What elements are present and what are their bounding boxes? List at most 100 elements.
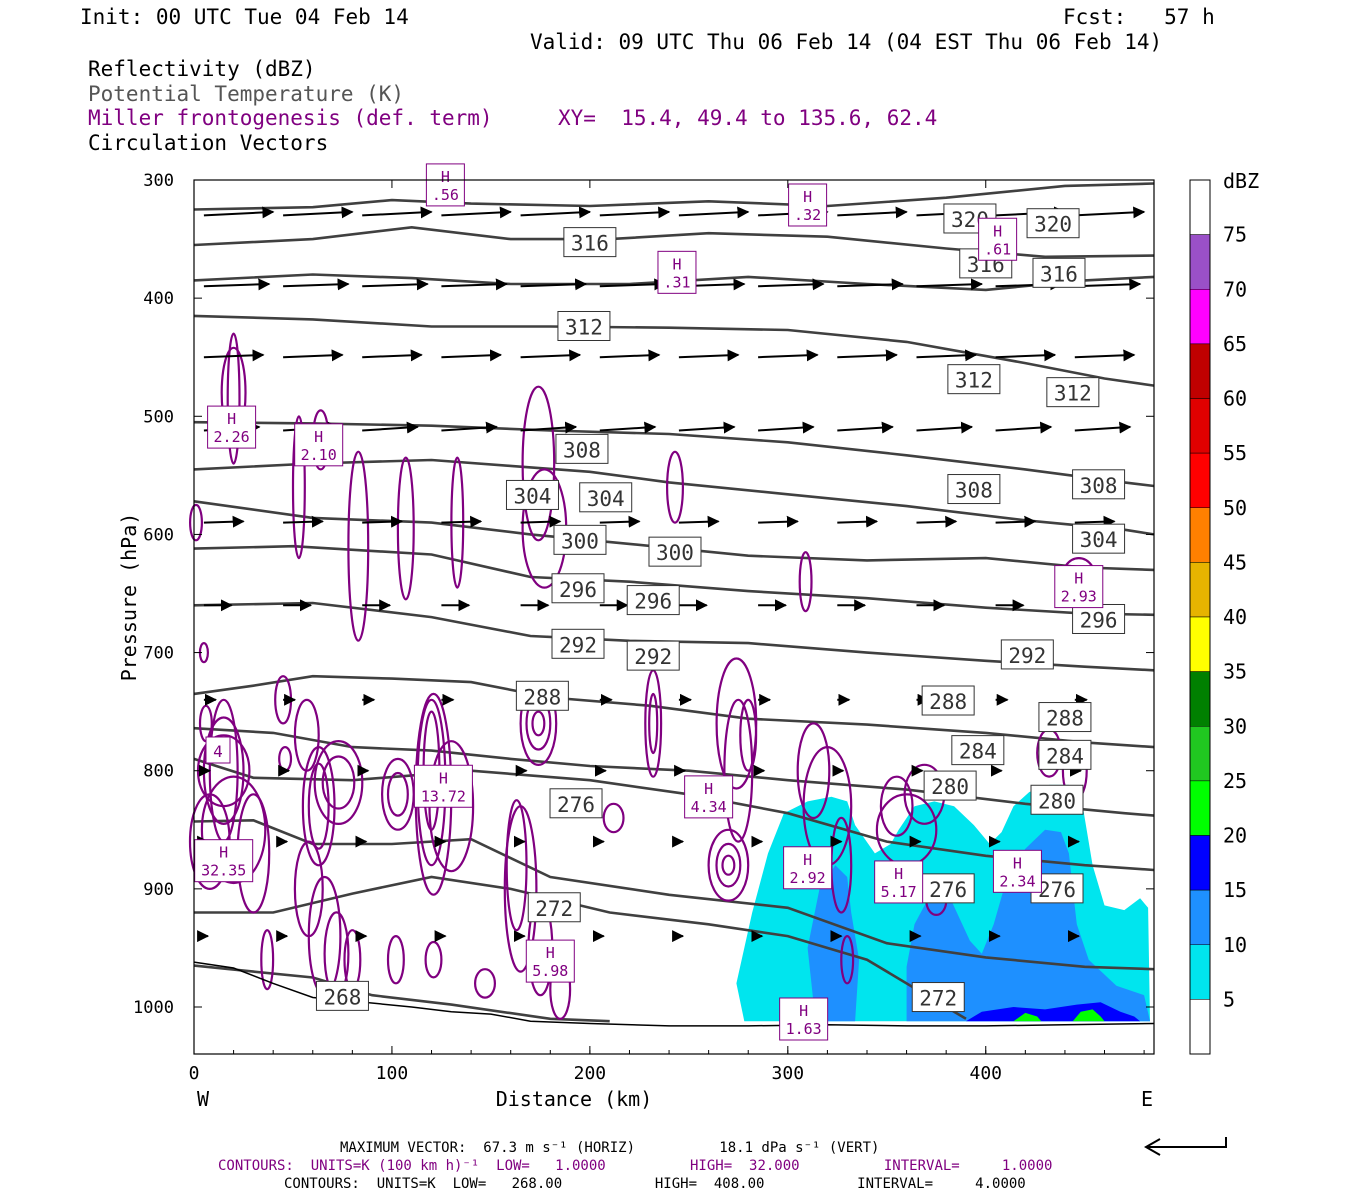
circulation-vector-52: [520, 515, 562, 528]
frontogenesis-max-box: [525, 939, 575, 983]
frontogenesis-max-value: 4.34: [691, 798, 727, 816]
isentrope-label-box: [551, 628, 605, 659]
isentrope-label-text: 300: [656, 541, 694, 565]
frontogenesis-contour-63: [189, 503, 204, 542]
circulation-vector-19: [758, 278, 825, 291]
isentrope-line-9: [193, 674, 1155, 749]
frontogenesis-max-13: H5.98: [525, 939, 575, 983]
isentrope-label-box: [1026, 208, 1080, 239]
isentrope-label-5: 312: [557, 310, 611, 341]
colorbar-segment-2: [1189, 343, 1211, 399]
circulation-vector-11: [1074, 206, 1146, 219]
frontogenesis-max-3: H.61: [978, 217, 1018, 261]
isentrope-label-32: 272: [527, 892, 581, 923]
colorbar-level-label: 45: [1223, 550, 1247, 574]
frontogenesis-max-value: 2.34: [999, 872, 1035, 890]
circulation-vector-56: [837, 515, 879, 528]
frontogenesis-max-box: [425, 163, 465, 207]
isentrope-label-text: 276: [929, 878, 967, 902]
frontogenesis-contour-58: [602, 802, 625, 834]
colorbar-segment-13: [1189, 944, 1211, 1000]
circulation-vector-15: [441, 278, 508, 291]
colorbar-segment-top: [1189, 179, 1211, 235]
isentrope-label-text: 296: [559, 578, 597, 602]
legend-reflectivity: Reflectivity (dBZ): [88, 57, 316, 81]
colorbar-segment-8: [1189, 671, 1211, 727]
isentrope-label-20: 292: [626, 640, 680, 671]
frontogenesis-contour-20: [301, 746, 336, 867]
plot-frame: [193, 179, 1155, 1055]
frontogenesis-contour-18: [260, 929, 275, 991]
isentrope-line-12: [193, 818, 1155, 971]
isentrope-line-14: [193, 964, 610, 1023]
frontogenesis-max-letter: H: [439, 769, 448, 787]
frontogenesis-max-box: [207, 405, 257, 449]
isentrope-label-box: [555, 433, 609, 464]
frontogenesis-max-14: H1.63: [779, 997, 829, 1041]
isentrope-label-text: 272: [919, 987, 957, 1011]
isentrope-label-box: [1032, 257, 1086, 288]
isentrope-label-box: [921, 873, 975, 904]
frontogenesis-contour-27: [343, 929, 362, 991]
colorbar: dBZ 75 70 65 60 55 50 45 40 35 30 25 20 15 10 5: [1189, 169, 1259, 1055]
colorbar-unit-label: dBZ: [1223, 169, 1259, 193]
circulation-vector-49: [283, 515, 324, 528]
frontogenesis-contour-5: [396, 456, 415, 601]
frontogenesis-contour-2: [291, 415, 306, 560]
y-tick-label: 900: [143, 880, 174, 900]
circulation-vector-26: [362, 349, 423, 362]
circulation-vector-16: [520, 278, 588, 291]
circulation-vector-21: [916, 278, 983, 291]
isentrope-label-22: 288: [515, 680, 569, 711]
circulation-vector-29: [599, 349, 661, 362]
y-axis-label: Pressure (hPa): [117, 513, 141, 682]
frontogenesis-contour-41: [644, 669, 663, 778]
isentrope-label-box: [1038, 702, 1092, 733]
isentrope-label-text: 308: [563, 438, 601, 462]
frontogenesis-max-letter: H: [441, 168, 450, 186]
frontogenesis-contour-47: [715, 842, 742, 888]
isentrope-label-box: [626, 585, 680, 616]
circulation-vector-24: [203, 349, 265, 362]
isentrope-line-13: [194, 875, 967, 1020]
isentrope-label-box: [947, 364, 1001, 395]
circulation-vector-8: [837, 206, 908, 219]
circulation-vector-27: [441, 349, 502, 362]
isentrope-label-9: 308: [947, 474, 1001, 505]
colorbar-level-label: 50: [1223, 496, 1247, 520]
frontogenesis-max-value: 2.10: [301, 446, 337, 464]
x-axis-east-label: E: [1141, 1087, 1153, 1111]
frontogenesis-contour-21: [307, 762, 330, 850]
reference-vector-arrow: [1148, 1137, 1227, 1148]
isentrope-label-box: [1030, 784, 1084, 815]
frontogenesis-max-box: [294, 423, 344, 467]
isentrope-label-box: [951, 735, 1005, 766]
x-tick-label: 400: [969, 1063, 1002, 1084]
x-tick-label: 200: [574, 1063, 607, 1084]
circulation-vector-17: [599, 278, 667, 291]
frontogenesis-max-letter: H: [219, 844, 228, 862]
frontogenesis-contour-62: [840, 935, 855, 985]
isentrope-label-text: 312: [565, 315, 603, 339]
frontogenesis-max-value: .31: [663, 273, 690, 291]
isentrope-label-text: 316: [571, 232, 609, 256]
colorbar-level-label: 35: [1223, 660, 1247, 684]
colorbar-level-label: 5: [1223, 987, 1235, 1011]
cross-section-endpoints: XY= 15.4, 49.4 to 135.6, 62.4: [558, 106, 938, 130]
circulation-vector-14: [362, 278, 429, 291]
circulation-vector-45: [916, 421, 974, 434]
colorbar-level-label: 20: [1223, 824, 1247, 848]
circulation-vector-50: [362, 515, 403, 528]
circulation-vector-59: [1074, 515, 1116, 528]
isentrope-label-text: 308: [1080, 474, 1118, 498]
circulation-vector-1: [283, 206, 354, 219]
colorbar-level-label: 65: [1223, 332, 1247, 356]
frontogenesis-max-box: [779, 997, 829, 1041]
legend-circulation-vectors: Circulation Vectors: [88, 131, 329, 155]
isentrope-label-text: 276: [557, 793, 595, 817]
isentrope-label-16: 296: [551, 573, 605, 604]
isentrope-label-text: 276: [1038, 878, 1076, 902]
frontogenesis-contour-33: [386, 771, 409, 817]
circulation-vector-35: [1074, 349, 1136, 362]
isentrope-label-28: 280: [1030, 784, 1084, 815]
